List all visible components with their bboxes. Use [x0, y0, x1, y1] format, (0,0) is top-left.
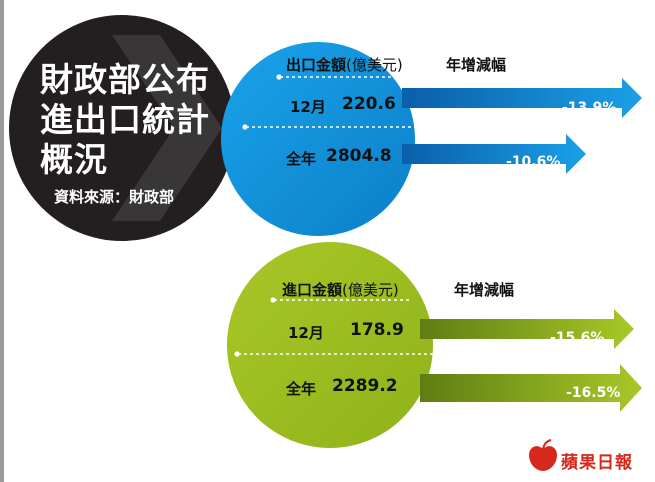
left-edge-strip	[0, 0, 4, 482]
import-year-label: 全年	[286, 380, 317, 398]
import-year-value: 2289.2	[332, 376, 398, 396]
import-header: 進口金額(億美元)	[282, 279, 399, 300]
export-mid-rule-dot	[242, 124, 248, 130]
import-header-rule-dot	[270, 297, 276, 303]
source-note: 資料來源：財政部	[54, 188, 175, 206]
import-year-change: -16.5%	[566, 385, 621, 401]
export-dec-value: 220.6	[342, 94, 396, 114]
export-header-unit: (億美元)	[346, 56, 403, 74]
export-dec-change: -13.9%	[562, 100, 617, 116]
import-dec-value: 178.9	[350, 320, 404, 340]
title-line-3: 概況	[40, 140, 108, 179]
import-dec-arrow	[420, 309, 634, 349]
chevron-watermark-icon	[112, 35, 222, 221]
import-circle	[227, 242, 433, 448]
export-dec-label: 12月	[290, 98, 326, 116]
import-dec-label: 12月	[288, 324, 324, 342]
import-header-unit: (億美元)	[342, 281, 399, 299]
import-mid-rule-dot	[234, 351, 240, 357]
import-growth-header: 年增減幅	[454, 281, 515, 299]
export-header-main: 出口金額	[286, 56, 347, 74]
import-dec-change: -15.6%	[550, 330, 605, 346]
export-year-change: -10.6%	[506, 154, 561, 170]
export-year-label: 全年	[286, 150, 317, 168]
export-header: 出口金額(億美元)	[286, 54, 403, 75]
export-growth-header: 年增減幅	[446, 56, 507, 74]
export-year-value: 2804.8	[326, 146, 392, 166]
export-circle	[221, 42, 415, 236]
export-year-arrow	[402, 134, 586, 174]
title-line-2: 進出口統計	[40, 100, 210, 139]
apple-logo-icon	[529, 439, 557, 471]
export-dec-arrow	[402, 78, 642, 118]
import-year-arrow	[420, 364, 642, 412]
title-line-1: 財政部公布	[40, 60, 210, 99]
import-header-main: 進口金額	[282, 281, 343, 299]
logo-text: 蘋果日報	[561, 453, 633, 473]
export-header-rule-dot	[276, 74, 282, 80]
